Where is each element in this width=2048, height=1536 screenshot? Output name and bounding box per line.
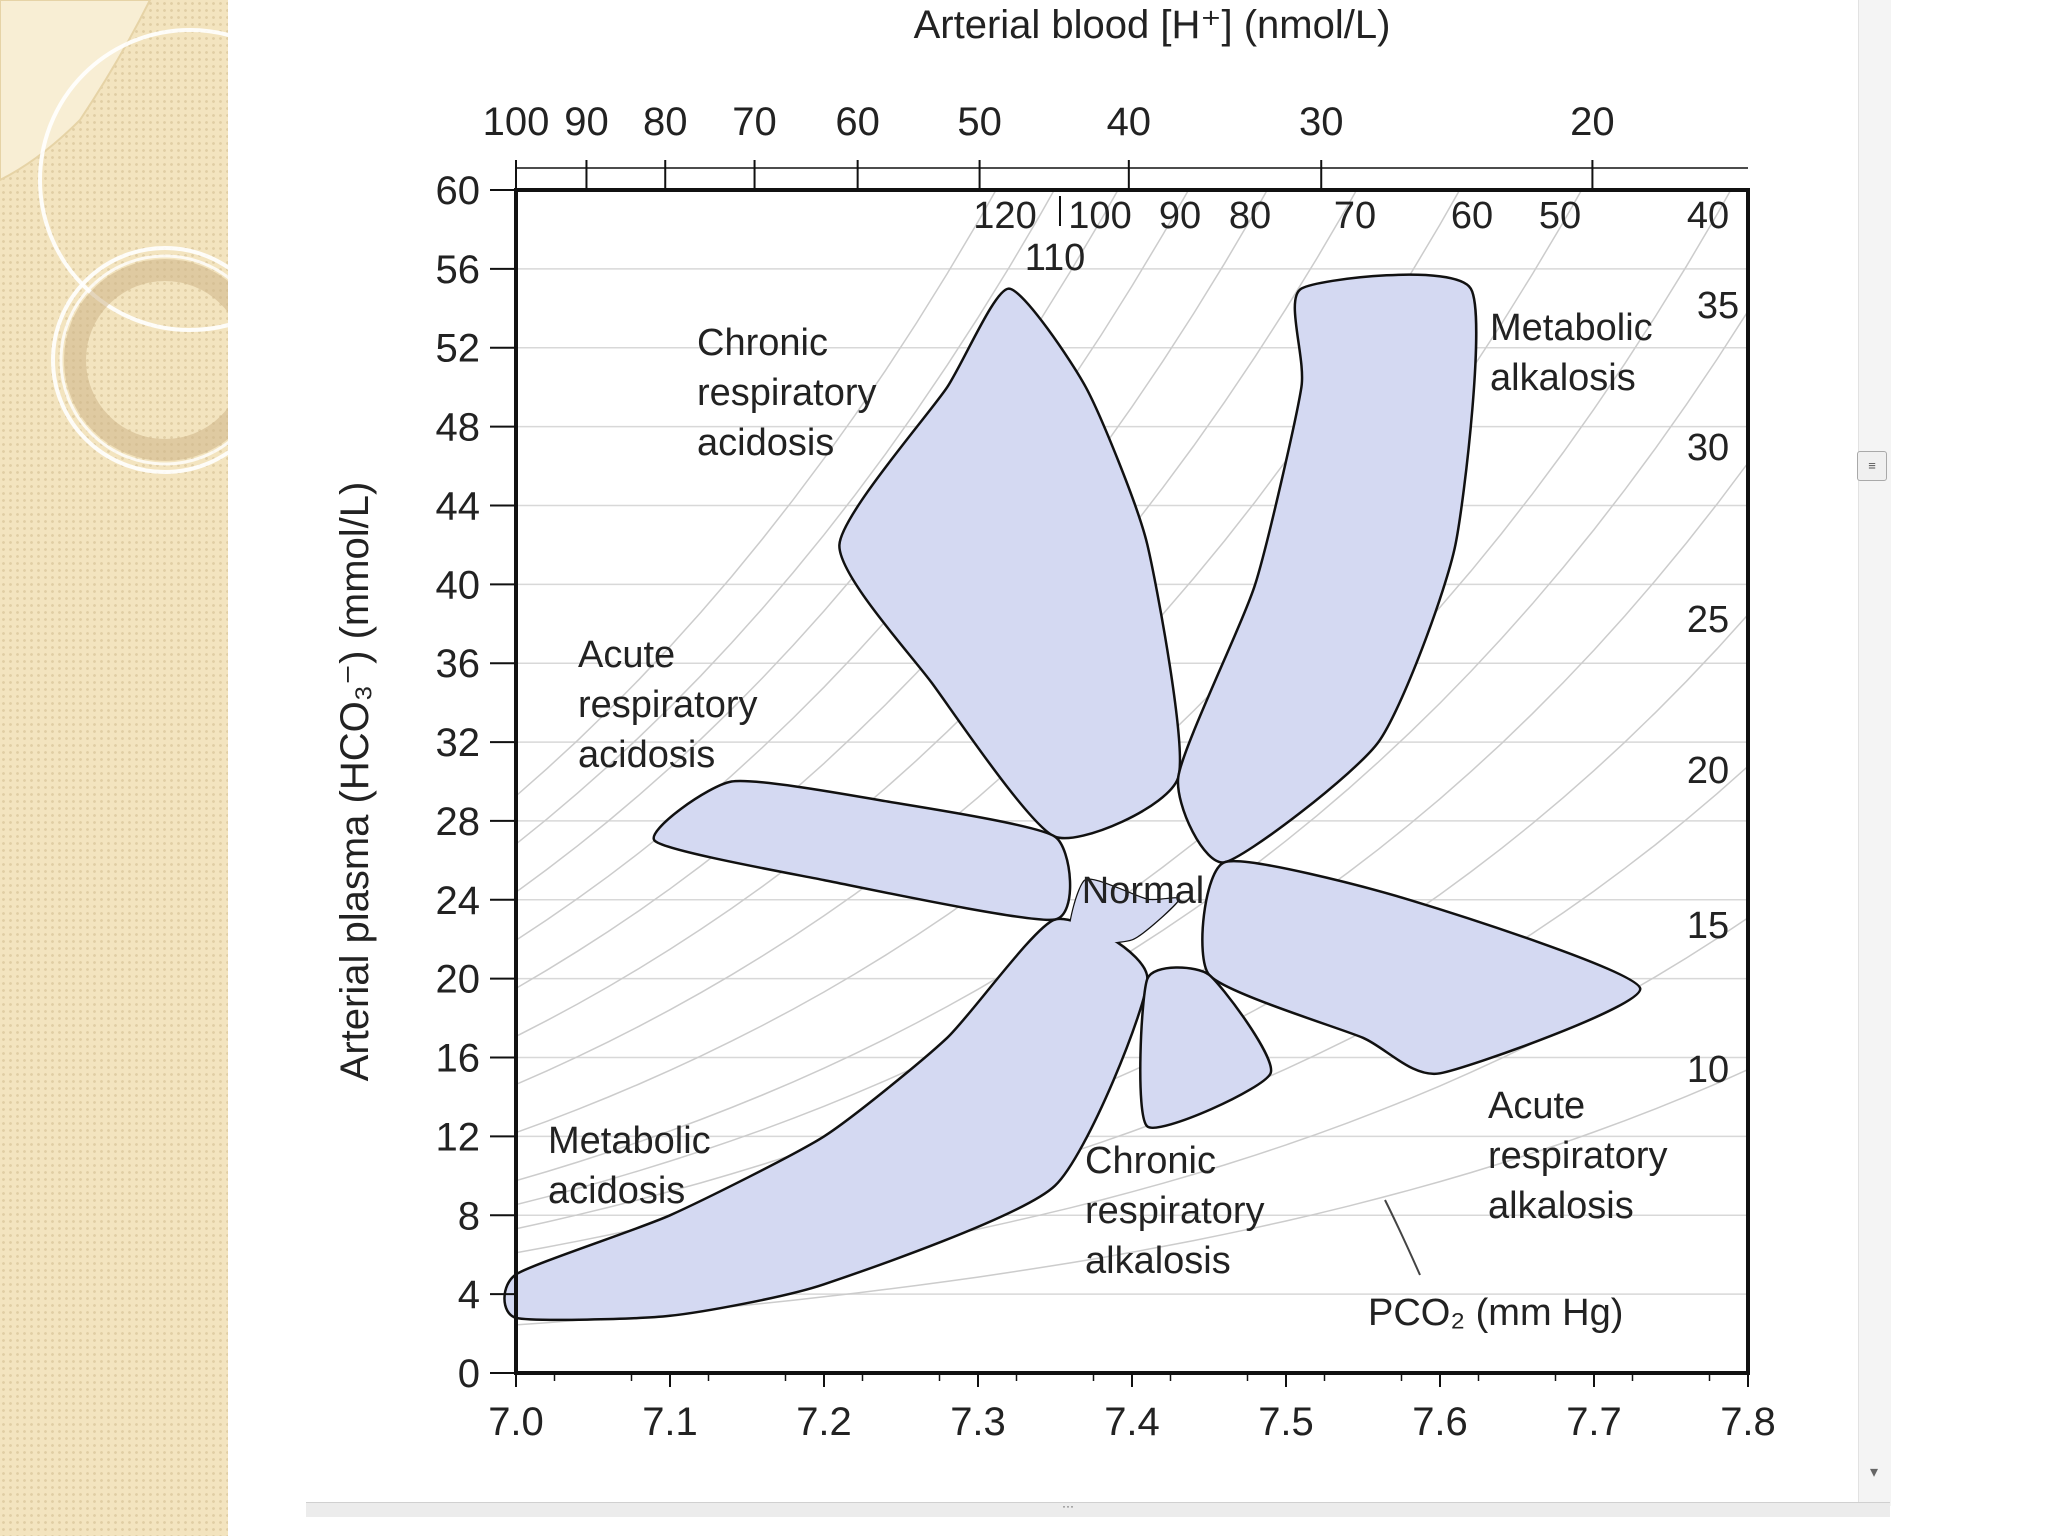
pco2-isobar	[516, 190, 1732, 1182]
top-tick-label: 70	[732, 100, 777, 144]
region-label-line: acidosis	[578, 734, 715, 776]
region-label-acute-respiratory-alkalosis: Acute respiratory alkalosis	[1488, 1085, 1668, 1227]
y-tick-label: 4	[458, 1273, 480, 1317]
x-tick-label: 7.7	[1566, 1400, 1622, 1444]
pco2-top-label: 120	[973, 195, 1036, 237]
pco2-right-label: 20	[1687, 750, 1729, 792]
region-label-line: Acute	[1488, 1085, 1585, 1127]
pco2-right-label: 35	[1697, 285, 1739, 327]
region-label-line: alkalosis	[1085, 1240, 1231, 1282]
y-tick-label: 40	[436, 563, 481, 607]
vertical-scrollbar[interactable]	[1858, 0, 1891, 1506]
region-label-chronic-respiratory-acidosis: Chronic respiratory acidosis	[697, 322, 877, 464]
region-label-line: Chronic	[697, 322, 828, 364]
pco2-label-pointer	[1384, 1199, 1421, 1276]
region-label-acute-respiratory-acidosis: Acute respiratory acidosis	[578, 634, 758, 776]
top-tick-label: 80	[643, 100, 688, 144]
region-label-line: respiratory	[1085, 1190, 1265, 1232]
pco2-axis-label: PCO₂ (mm Hg)	[1368, 1292, 1623, 1334]
y-tick-label: 20	[436, 958, 481, 1002]
y-tick-label: 52	[436, 327, 481, 371]
pco2-top-label: 70	[1334, 195, 1376, 237]
region-label-line: respiratory	[1488, 1135, 1668, 1177]
y-tick-label: 32	[436, 721, 481, 765]
scrollbar-grip-icon[interactable]: ···	[1062, 1499, 1074, 1513]
window-margin	[1894, 0, 2048, 1536]
region-label-line: respiratory	[578, 684, 758, 726]
region-label-metabolic-acidosis: Metabolic acidosis	[548, 1120, 711, 1212]
y-axis-label: Arterial plasma (HCO₃⁻) (mmol/L)	[333, 482, 377, 1082]
top-tick-label: 20	[1570, 100, 1615, 144]
top-axis-label: Arterial blood [H⁺] (nmol/L)	[914, 3, 1391, 47]
region-label-line: alkalosis	[1488, 1185, 1634, 1227]
y-tick-label: 16	[436, 1037, 481, 1081]
pco2-top-label: 50	[1539, 195, 1581, 237]
pco2-isobar	[516, 190, 1119, 893]
slide-decoration	[0, 0, 228, 1536]
region-label-line: Acute	[578, 634, 675, 676]
pco2-top-label: 40	[1687, 195, 1729, 237]
pco2-top-label: 100	[1068, 195, 1131, 237]
pco2-top-label: 90	[1159, 195, 1201, 237]
top-tick-label: 40	[1107, 100, 1152, 144]
x-tick-label: 7.5	[1258, 1400, 1314, 1444]
region-label-line: Metabolic	[1490, 307, 1653, 349]
scrollbar-thumb[interactable]: ≡	[1857, 451, 1887, 481]
region-label-line: Chronic	[1085, 1140, 1216, 1182]
region-label-line: acidosis	[548, 1170, 685, 1212]
pco2-isobar	[516, 190, 997, 797]
top-tick-label: 100	[483, 100, 550, 144]
top-tick-label: 50	[957, 100, 1002, 144]
y-tick-label: 56	[436, 248, 481, 292]
region-acute-respiratory-acidosis	[652, 779, 1072, 922]
decorative-rings-icon	[0, 0, 228, 474]
x-tick-label: 7.3	[950, 1400, 1006, 1444]
region-label-line: respiratory	[697, 372, 877, 414]
pco2-isobar	[516, 190, 1056, 845]
y-tick-label: 44	[436, 484, 481, 528]
region-chronic-respiratory-acidosis	[838, 287, 1182, 840]
x-tick-label: 7.6	[1412, 1400, 1468, 1444]
x-tick-label: 7.1	[642, 1400, 698, 1444]
x-tick-label: 7.2	[796, 1400, 852, 1444]
x-tick-label: 7.0	[488, 1400, 544, 1444]
top-tick-label: 30	[1299, 100, 1344, 144]
region-label-line: acidosis	[697, 422, 834, 464]
y-tick-label: 24	[436, 879, 481, 923]
y-tick-label: 0	[458, 1352, 480, 1396]
region-label-metabolic-alkalosis: Metabolic alkalosis	[1490, 307, 1653, 399]
region-label-normal: Normal	[1082, 870, 1204, 912]
pco2-right-label: 15	[1687, 905, 1729, 947]
region-label-line: Metabolic	[548, 1120, 711, 1162]
region-label-line: alkalosis	[1490, 357, 1636, 399]
pco2-top-label: 110	[1025, 237, 1086, 279]
horizontal-scrollbar[interactable]	[306, 1502, 1890, 1517]
pco2-right-label: 25	[1687, 599, 1729, 641]
pco2-top-label: 80	[1229, 195, 1271, 237]
y-tick-label: 12	[436, 1115, 481, 1159]
pco2-top-label: 60	[1451, 195, 1493, 237]
x-tick-label: 7.8	[1720, 1400, 1776, 1444]
top-tick-label: 90	[564, 100, 609, 144]
slide: 0 4 8 12 16 20 24 28 32 36 40 44 48 52 56 60 Arterial pl…	[228, 0, 1894, 1500]
pco2-isobar	[516, 310, 1748, 1206]
y-tick-label: 60	[436, 169, 481, 213]
y-tick-label: 28	[436, 800, 481, 844]
y-tick-label: 48	[436, 406, 481, 450]
region-chronic-respiratory-alkalosis	[1139, 966, 1273, 1129]
scroll-down-arrow-icon[interactable]: ▾	[1869, 1464, 1879, 1481]
top-tick-label: 60	[835, 100, 880, 144]
normal-zone	[1069, 879, 1179, 943]
region-label-chronic-respiratory-alkalosis: Chronic respiratory alkalosis	[1085, 1140, 1265, 1282]
pco2-right-label: 30	[1687, 427, 1729, 469]
pco2-right-label: 10	[1687, 1049, 1729, 1091]
region-metabolic-alkalosis	[1176, 273, 1478, 864]
x-tick-label: 7.4	[1104, 1400, 1160, 1444]
y-tick-label: 36	[436, 642, 481, 686]
region-acute-respiratory-alkalosis	[1201, 860, 1642, 1076]
y-tick-label: 8	[458, 1194, 480, 1238]
